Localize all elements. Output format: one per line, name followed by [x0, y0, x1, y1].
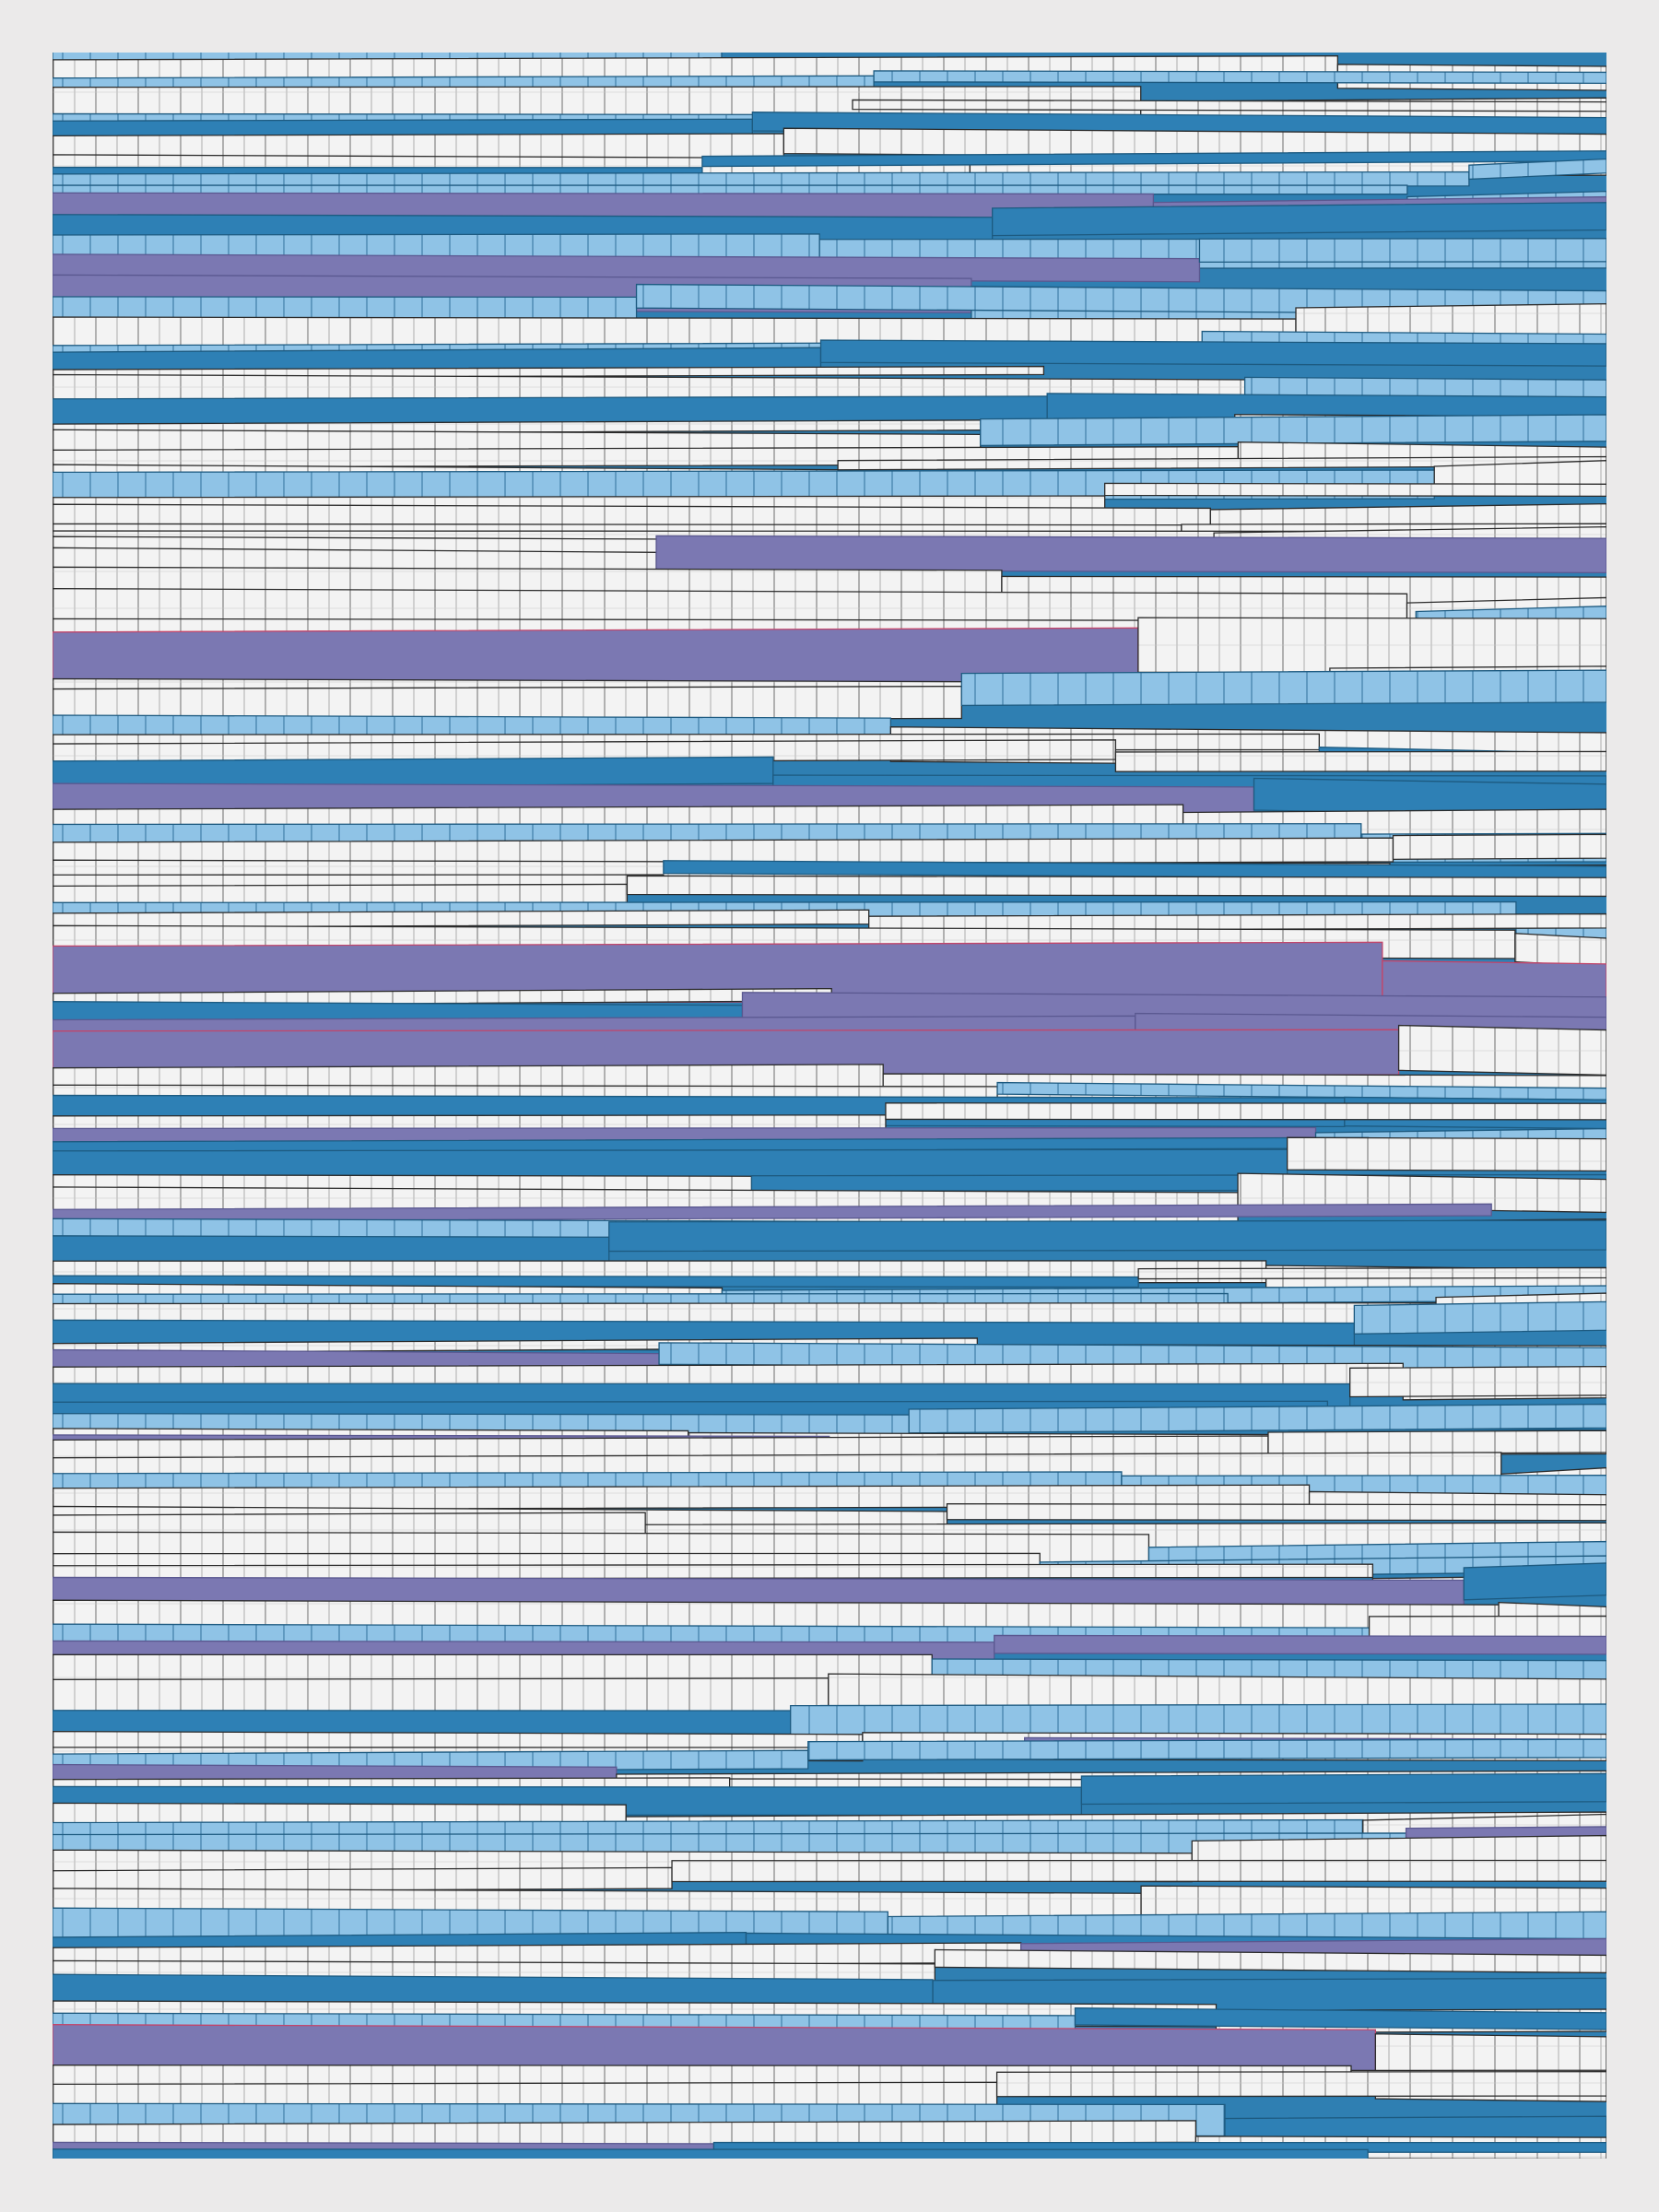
band-right — [996, 1081, 1606, 1100]
band-left — [53, 171, 1470, 189]
band-right — [946, 1503, 1606, 1522]
band-right — [790, 1703, 1606, 1738]
band-right — [934, 1948, 1606, 1974]
band-right — [1392, 833, 1606, 861]
band-right — [663, 860, 1606, 880]
band-right — [992, 202, 1606, 237]
band-left — [53, 184, 1408, 195]
band-right — [671, 1859, 1606, 1883]
band-right — [1353, 1300, 1606, 1335]
band-right — [868, 912, 1606, 932]
band-left — [53, 756, 774, 789]
band-left — [53, 909, 870, 928]
band-right — [1080, 1772, 1606, 1806]
band-right — [1237, 1172, 1606, 1214]
band-right — [1104, 482, 1606, 498]
band-right — [994, 1634, 1606, 1655]
band-right — [837, 455, 1606, 471]
band-right — [873, 70, 1606, 85]
bands — [53, 29, 1606, 2199]
band-right — [819, 339, 1606, 367]
band-right — [960, 669, 1606, 707]
band-right — [722, 29, 1606, 48]
band-left — [53, 685, 962, 722]
band-right — [608, 1219, 1606, 1253]
band-right — [1267, 1430, 1606, 1455]
band-right — [658, 1342, 1606, 1371]
band-left — [53, 253, 1201, 283]
band-left — [53, 1203, 1492, 1222]
band-right — [885, 1102, 1606, 1121]
band-right — [1468, 158, 1606, 181]
band-right — [1287, 1136, 1606, 1172]
band-left — [53, 1275, 1139, 1288]
band-left — [53, 1563, 1374, 1580]
band-right — [1463, 1562, 1606, 1601]
band-right — [1514, 933, 1606, 968]
band-right — [995, 2070, 1606, 2098]
band-left — [53, 469, 1435, 502]
band-right — [1349, 1365, 1606, 1398]
band-right — [807, 1738, 1606, 1761]
band-right — [626, 875, 1606, 898]
band-right — [1140, 1885, 1606, 1919]
band-left — [53, 1866, 673, 1893]
band-right — [1397, 1024, 1606, 1077]
band-right — [1137, 1266, 1606, 1280]
band-left — [53, 2148, 1369, 2159]
band-right — [1198, 238, 1606, 264]
band-right — [908, 1403, 1606, 1434]
band-left — [53, 883, 629, 906]
band-left — [53, 365, 1045, 379]
band-right — [980, 414, 1606, 447]
band-right — [701, 150, 1606, 168]
band-right — [1074, 2007, 1606, 2030]
band-right — [1253, 777, 1606, 817]
band-left — [53, 1677, 830, 1715]
band-right — [1368, 2160, 1606, 2199]
band-right — [1114, 750, 1606, 772]
band-right — [852, 99, 1606, 112]
band-right — [1137, 617, 1606, 675]
band-left — [53, 837, 1394, 867]
band-right — [655, 535, 1606, 573]
band-right — [828, 1673, 1606, 1714]
